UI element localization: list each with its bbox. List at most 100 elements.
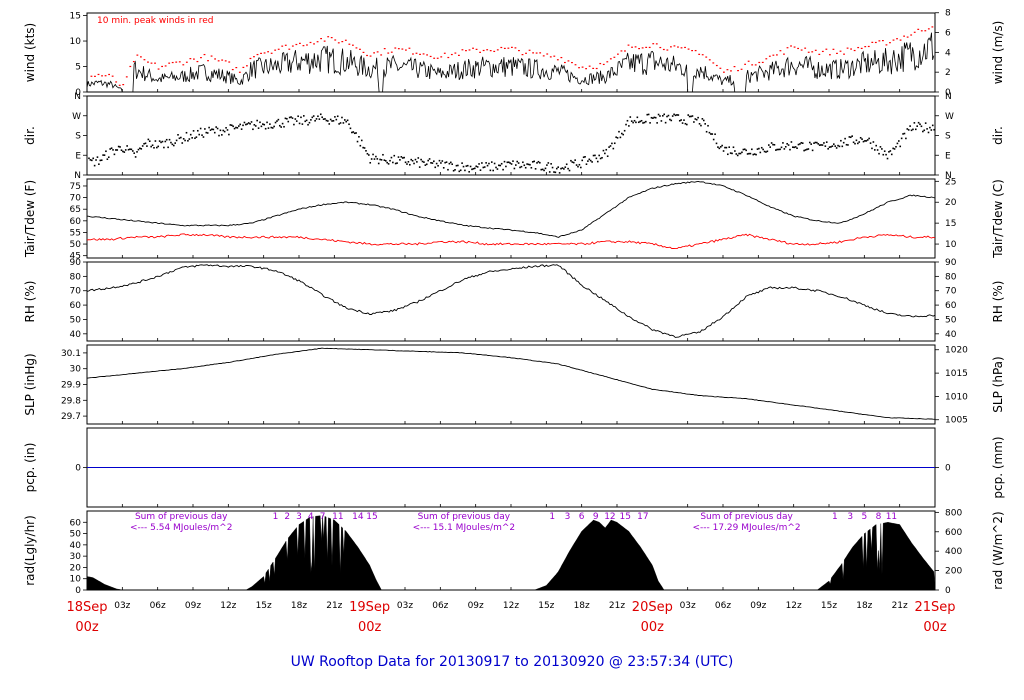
series-direction-point [587, 160, 589, 162]
series-wind-peak-point [553, 55, 556, 57]
series-direction-point [454, 168, 456, 171]
y-tick-label: 29.7 [61, 412, 81, 422]
series-wind-peak-point [277, 48, 280, 50]
series-direction-point [120, 149, 123, 152]
series-direction-point [851, 135, 853, 137]
radiation-hour-marker: 5 [861, 512, 867, 522]
series-direction-point [555, 167, 558, 170]
series-wind-peak-point [454, 52, 457, 54]
series-direction-point [840, 139, 842, 142]
radiation-hour-marker: 2 [284, 512, 290, 522]
series-wind-peak-point [493, 50, 496, 53]
y-right-tick-label: 2 [945, 68, 951, 78]
series-wind-peak-point [401, 48, 404, 50]
series-wind-peak-point [132, 60, 135, 63]
series-wind-peak-point [422, 53, 425, 55]
series-direction-point [652, 117, 654, 119]
series-direction-point [654, 116, 657, 119]
y-tick-label: 80 [70, 272, 82, 282]
series-direction-point [329, 118, 332, 121]
series-direction-point [816, 141, 818, 144]
series-wind-peak-point [839, 50, 842, 52]
x-tick-label: 06z [150, 601, 166, 611]
series-wind-peak-point [659, 46, 662, 49]
series-wind-peak-point [652, 43, 655, 45]
series-wind-peak-point [242, 66, 245, 69]
x-tick-label: 06z [715, 601, 731, 611]
series-direction-point [445, 161, 448, 163]
y-right-tick-label: 0 [945, 464, 951, 474]
series-direction-point [930, 129, 933, 131]
series-direction-point [400, 156, 403, 158]
series-direction-point [270, 126, 273, 129]
series-direction-point [810, 143, 812, 145]
series-direction-point [89, 159, 92, 161]
series-direction-point [506, 161, 509, 164]
series-direction-point [240, 128, 243, 130]
series-direction-point [560, 167, 562, 170]
series-direction-point [786, 142, 788, 145]
series-direction-point [844, 137, 846, 140]
series-wind-peak-point [267, 51, 269, 53]
series-direction-point [390, 156, 393, 159]
series-direction-point [444, 161, 446, 164]
series-wind-peak-point [715, 64, 718, 67]
series-direction-point [680, 119, 682, 121]
series-wind-peak-point [143, 59, 146, 61]
series-wind-peak-point [532, 52, 534, 54]
series-direction-point [728, 146, 731, 148]
series-direction-point [417, 157, 420, 159]
series-wind-peak-point [687, 48, 690, 50]
series-direction-point [878, 152, 880, 155]
series-direction-point [541, 168, 544, 171]
series-direction-point [799, 143, 801, 145]
series-wind-peak-point [306, 44, 308, 46]
series-wind-peak-point [489, 50, 492, 52]
series-direction-point [748, 152, 750, 155]
y-tick-label: N [74, 171, 81, 181]
series-wind-peak-point [761, 61, 764, 64]
radiation-hour-marker: 4 [308, 512, 314, 522]
series-direction-point [488, 162, 490, 165]
series-wind-peak-point [772, 54, 775, 56]
series-wind-peak-point [482, 49, 485, 52]
series-direction-point [237, 125, 240, 127]
series-direction-point [711, 133, 714, 135]
y-tick-label: 75 [70, 182, 81, 192]
series-direction-point [857, 142, 859, 145]
panel-frame [86, 261, 936, 342]
series-direction-point [866, 139, 869, 141]
series-wind-peak-point [737, 69, 739, 72]
series-direction-point [109, 148, 111, 150]
series-direction-point [854, 142, 856, 145]
series-direction-point [934, 131, 935, 133]
y-right-tick-label: 25 [945, 177, 956, 187]
series-direction-point [308, 121, 311, 124]
series-direction-point [820, 144, 822, 146]
series-direction-point [363, 147, 366, 149]
series-direction-point [872, 141, 875, 143]
series-direction-point [715, 142, 718, 145]
series-direction-point [661, 115, 664, 117]
radiation-hour-marker: 1 [549, 512, 555, 522]
series-direction-point [526, 163, 528, 165]
series-direction-point [431, 162, 434, 164]
series-direction-point [489, 169, 492, 172]
y-right-tick-label: 600 [945, 528, 962, 538]
y-right-tick-label: E [945, 151, 951, 161]
series-wind-peak-point [394, 47, 397, 49]
series-wind-peak-point [793, 46, 796, 48]
series-direction-point [147, 138, 150, 141]
series-direction-point [529, 163, 531, 166]
series-direction-point [129, 148, 131, 150]
series-wind-peak-point [518, 49, 520, 52]
series-wind-peak-point [648, 46, 651, 49]
series-direction-point [886, 157, 889, 160]
series-direction-point [380, 159, 383, 161]
series-direction-point [606, 155, 609, 158]
series-direction-point [657, 113, 660, 116]
y-tick-label: 60 [70, 301, 82, 311]
series-direction-point [187, 140, 189, 142]
series-direction-point [642, 122, 644, 124]
